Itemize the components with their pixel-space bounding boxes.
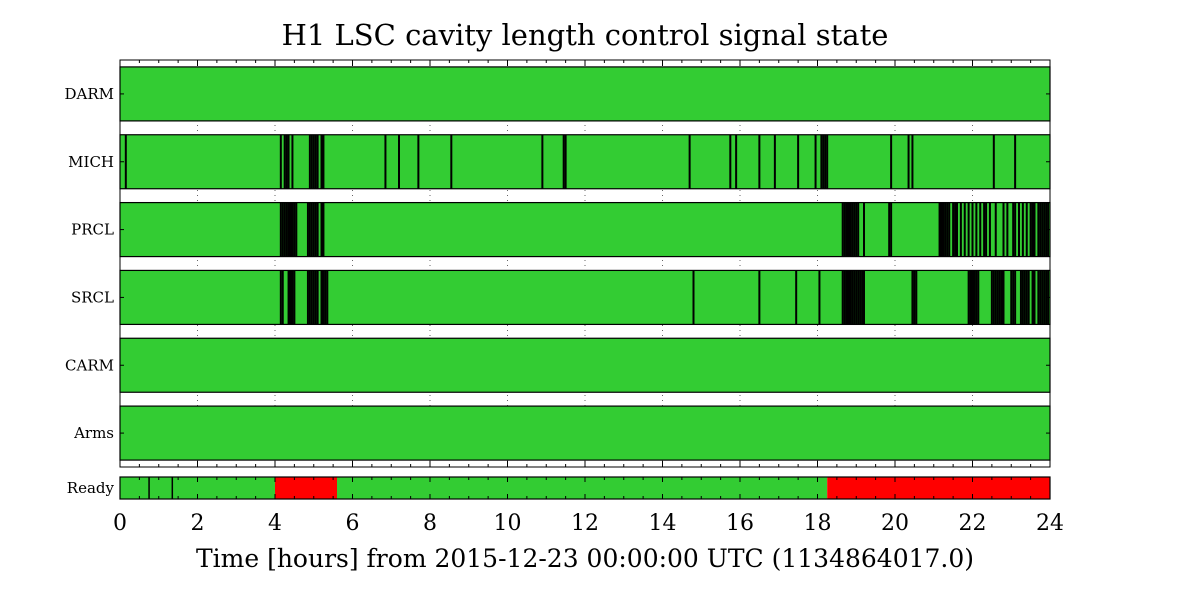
x-tick-label-2: 2 [191, 511, 205, 536]
x-tick-label-16: 16 [726, 511, 754, 536]
ready-segment-0 [120, 477, 275, 499]
state-band-prcl [119, 201, 1051, 258]
x-tick-label-14: 14 [649, 511, 677, 536]
state-band-darm [119, 66, 1051, 122]
state-band-srcl [119, 269, 1051, 326]
ready-segment-3 [827, 477, 1050, 499]
x-tick-label-0: 0 [113, 511, 127, 536]
x-tick-label-20: 20 [881, 511, 909, 536]
x-tick-label-22: 22 [959, 511, 987, 536]
x-axis-label: Time [hours] from 2015-12-23 00:00:00 UT… [195, 544, 975, 573]
x-tick-label-6: 6 [346, 511, 360, 536]
row-label-darm: DARM [64, 85, 114, 103]
state-band-carm [119, 337, 1051, 393]
main-axes-frame [119, 59, 1051, 468]
state-band-mich [119, 134, 1051, 190]
chart-title: H1 LSC cavity length control signal stat… [281, 18, 889, 52]
row-label-prcl: PRCL [71, 221, 114, 239]
row-label-carm: CARM [65, 356, 114, 374]
row-label-mich: MICH [68, 153, 114, 171]
x-tick-label-18: 18 [804, 511, 832, 536]
state-band-arms [119, 405, 1051, 461]
row-label-ready: Ready [67, 479, 115, 497]
row-label-srcl: SRCL [71, 288, 114, 306]
x-tick-label-24: 24 [1036, 511, 1064, 536]
x-tick-label-10: 10 [494, 511, 522, 536]
x-tick-label-8: 8 [423, 511, 437, 536]
row-label-arms: Arms [73, 424, 114, 442]
ready-segment-1 [275, 477, 337, 499]
x-tick-label-4: 4 [268, 511, 282, 536]
x-tick-label-12: 12 [571, 511, 599, 536]
ready-segment-2 [337, 477, 828, 499]
